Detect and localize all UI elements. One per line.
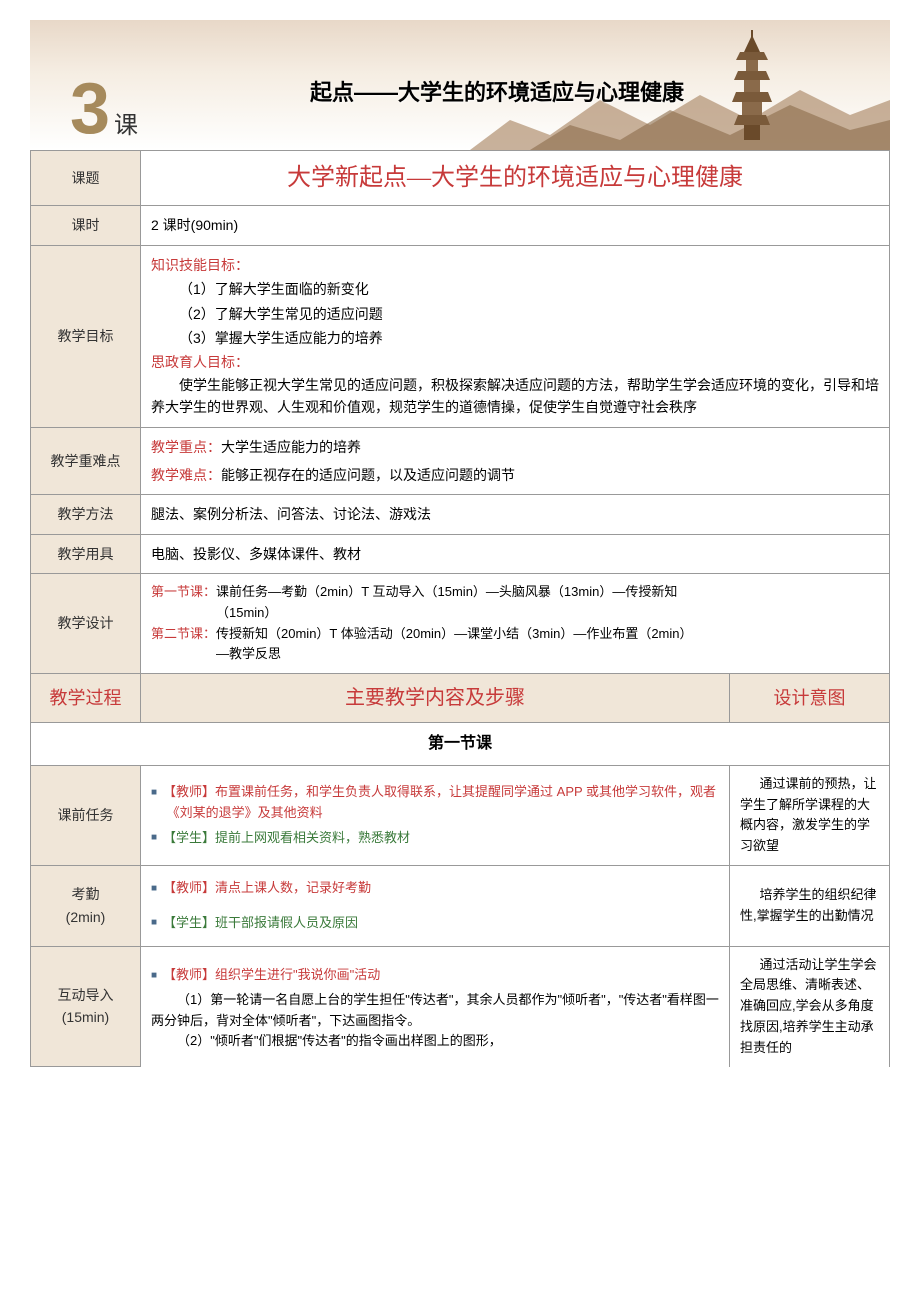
tools-row: 教学用具 电脑、投影仪、多媒体课件、教材 <box>31 534 890 573</box>
skill-header: 知识技能目标： <box>151 254 879 276</box>
process-header-right: 设计意图 <box>730 674 890 723</box>
lesson-number: 3 <box>70 73 110 145</box>
focus-value: 大学生适应能力的培养 <box>221 439 361 455</box>
hours-value: 2 课时(90min) <box>141 206 890 245</box>
attendance-label: 考勤 (2min) <box>31 866 141 947</box>
interactive-content: 【教师】组织学生进行"我说你画"活动 （1）第一轮请一名自愿上台的学生担任"传达… <box>141 946 730 1066</box>
pretask-student: 【学生】提前上网观看相关资料，熟悉教材 <box>151 828 719 849</box>
focus-label: 教学重点： <box>151 439 221 455</box>
design-label: 教学设计 <box>31 574 141 674</box>
goals-label: 教学目标 <box>31 245 141 427</box>
skill-item-1: （1）了解大学生面临的新变化 <box>179 278 879 300</box>
pretask-content: 【教师】布置课前任务，和学生负责人取得联系，让其提醒同学通过 APP 或其他学习… <box>141 765 730 865</box>
teacher-tag: 【教师】清点上课人数，记录好考勤 <box>163 880 371 895</box>
methods-row: 教学方法 腿法、案例分析法、问答法、讨论法、游戏法 <box>31 495 890 534</box>
student-tag: 【学生】提前上网观看相关资料，熟悉教材 <box>163 830 410 845</box>
lesson-plan-table: 课题 大学新起点—大学生的环境适应与心理健康 课时 2 课时(90min) 教学… <box>30 150 890 1067</box>
pretask-teacher: 【教师】布置课前任务，和学生负责人取得联系，让其提醒同学通过 APP 或其他学习… <box>151 782 719 824</box>
goals-row: 教学目标 知识技能目标： （1）了解大学生面临的新变化 （2）了解大学生常见的适… <box>31 245 890 427</box>
process-header-left: 教学过程 <box>31 674 141 723</box>
design-row: 教学设计 第一节课：课前任务—考勤（2min）T 互动导入（15min）—头脑风… <box>31 574 890 674</box>
tools-label: 教学用具 <box>31 534 141 573</box>
attendance-design: 培养学生的组织纪律性,掌握学生的出勤情况 <box>730 866 890 947</box>
section-1-row: 第一节课 <box>31 723 890 766</box>
interactive-para2: （2）"倾听者"们根据"传达者"的指令画出样图上的图形， <box>151 1031 719 1052</box>
pretask-design: 通过课前的预热，让学生了解所学课程的大概内容，激发学生的学习欲望 <box>730 765 890 865</box>
teacher-tag: 【教师】布置课前任务，和学生负责人取得联系，让其提醒同学通过 APP 或其他学习… <box>163 784 716 820</box>
design-content: 第一节课：课前任务—考勤（2min）T 互动导入（15min）—头脑风暴（13m… <box>141 574 890 674</box>
topic-label: 课题 <box>31 151 141 206</box>
keypoint-diff: 教学难点：能够正视存在的适应问题，以及适应问题的调节 <box>151 464 879 486</box>
lesson-char: 课 <box>114 107 138 145</box>
keypoint-focus: 教学重点：大学生适应能力的培养 <box>151 436 879 458</box>
skill-item-2: （2）了解大学生常见的适应问题 <box>179 303 879 325</box>
class1-line: 第一节课：课前任务—考勤（2min）T 互动导入（15min）—头脑风暴（13m… <box>151 582 879 603</box>
goals-content: 知识技能目标： （1）了解大学生面临的新变化 （2）了解大学生常见的适应问题 （… <box>141 245 890 427</box>
ideological-header: 思政育人目标： <box>151 351 879 373</box>
interactive-label: 互动导入 (15min) <box>31 946 141 1066</box>
attendance-label-2: (2min) <box>41 906 130 928</box>
hours-row: 课时 2 课时(90min) <box>31 206 890 245</box>
topic-value: 大学新起点—大学生的环境适应与心理健康 <box>141 151 890 206</box>
attendance-row: 考勤 (2min) 【教师】清点上课人数，记录好考勤 【学生】班干部报请假人员及… <box>31 866 890 947</box>
class2-line: 第二节课：传授新知（20min）T 体验活动（20min）—课堂小结（3min）… <box>151 624 879 645</box>
interactive-teacher: 【教师】组织学生进行"我说你画"活动 <box>151 965 719 986</box>
attendance-teacher: 【教师】清点上课人数，记录好考勤 <box>151 878 719 899</box>
class2-label: 第二节课： <box>151 626 216 641</box>
class2-cont: —教学反思 <box>151 644 879 665</box>
process-header-row: 教学过程 主要教学内容及步骤 设计意图 <box>31 674 890 723</box>
keypoints-label: 教学重难点 <box>31 427 141 495</box>
attendance-content: 【教师】清点上课人数，记录好考勤 【学生】班干部报请假人员及原因 <box>141 866 730 947</box>
interactive-label-1: 互动导入 <box>41 984 130 1006</box>
class1-cont: （15min） <box>151 603 879 624</box>
skill-item-3: （3）掌握大学生适应能力的培养 <box>179 327 879 349</box>
keypoints-content: 教学重点：大学生适应能力的培养 教学难点：能够正视存在的适应问题，以及适应问题的… <box>141 427 890 495</box>
interactive-design: 通过活动让学生学会全局思维、清晰表述、准确回应,学会从多角度找原因,培养学生主动… <box>730 946 890 1066</box>
attendance-student: 【学生】班干部报请假人员及原因 <box>151 913 719 934</box>
teacher-tag: 【教师】组织学生进行"我说你画"活动 <box>163 967 380 982</box>
interactive-label-2: (15min) <box>41 1006 130 1028</box>
lesson-number-block: 3 课 <box>70 73 138 145</box>
pretask-label: 课前任务 <box>31 765 141 865</box>
methods-label: 教学方法 <box>31 495 141 534</box>
pretask-row: 课前任务 【教师】布置课前任务，和学生负责人取得联系，让其提醒同学通过 APP … <box>31 765 890 865</box>
diff-value: 能够正视存在的适应问题，以及适应问题的调节 <box>221 467 515 483</box>
tools-value: 电脑、投影仪、多媒体课件、教材 <box>141 534 890 573</box>
interactive-row: 互动导入 (15min) 【教师】组织学生进行"我说你画"活动 （1）第一轮请一… <box>31 946 890 1066</box>
section-1-title: 第一节课 <box>31 723 890 766</box>
class2-flow: 传授新知（20min）T 体验活动（20min）—课堂小结（3min）—作业布置… <box>216 626 693 641</box>
attendance-label-1: 考勤 <box>41 883 130 905</box>
banner-title: 起点——大学生的环境适应与心理健康 <box>310 75 684 110</box>
topic-row: 课题 大学新起点—大学生的环境适应与心理健康 <box>31 151 890 206</box>
class1-flow: 课前任务—考勤（2min）T 互动导入（15min）—头脑风暴（13min）—传… <box>216 584 677 599</box>
keypoints-row: 教学重难点 教学重点：大学生适应能力的培养 教学难点：能够正视存在的适应问题，以… <box>31 427 890 495</box>
skill-list: （1）了解大学生面临的新变化 （2）了解大学生常见的适应问题 （3）掌握大学生适… <box>151 278 879 349</box>
ideological-text: 使学生能够正视大学生常见的适应问题，积极探索解决适应问题的方法，帮助学生学会适应… <box>151 374 879 419</box>
methods-value: 腿法、案例分析法、问答法、讨论法、游戏法 <box>141 495 890 534</box>
lesson-banner: 3 课 起点——大学生的环境适应与心理健康 <box>30 20 890 150</box>
process-header-mid: 主要教学内容及步骤 <box>141 674 730 723</box>
student-tag: 【学生】班干部报请假人员及原因 <box>163 915 358 930</box>
interactive-para1: （1）第一轮请一名自愿上台的学生担任"传达者"，其余人员都作为"倾听者"，"传达… <box>151 990 719 1032</box>
pagoda-icon <box>724 30 780 140</box>
class1-label: 第一节课： <box>151 584 216 599</box>
hours-label: 课时 <box>31 206 141 245</box>
diff-label: 教学难点： <box>151 467 221 483</box>
